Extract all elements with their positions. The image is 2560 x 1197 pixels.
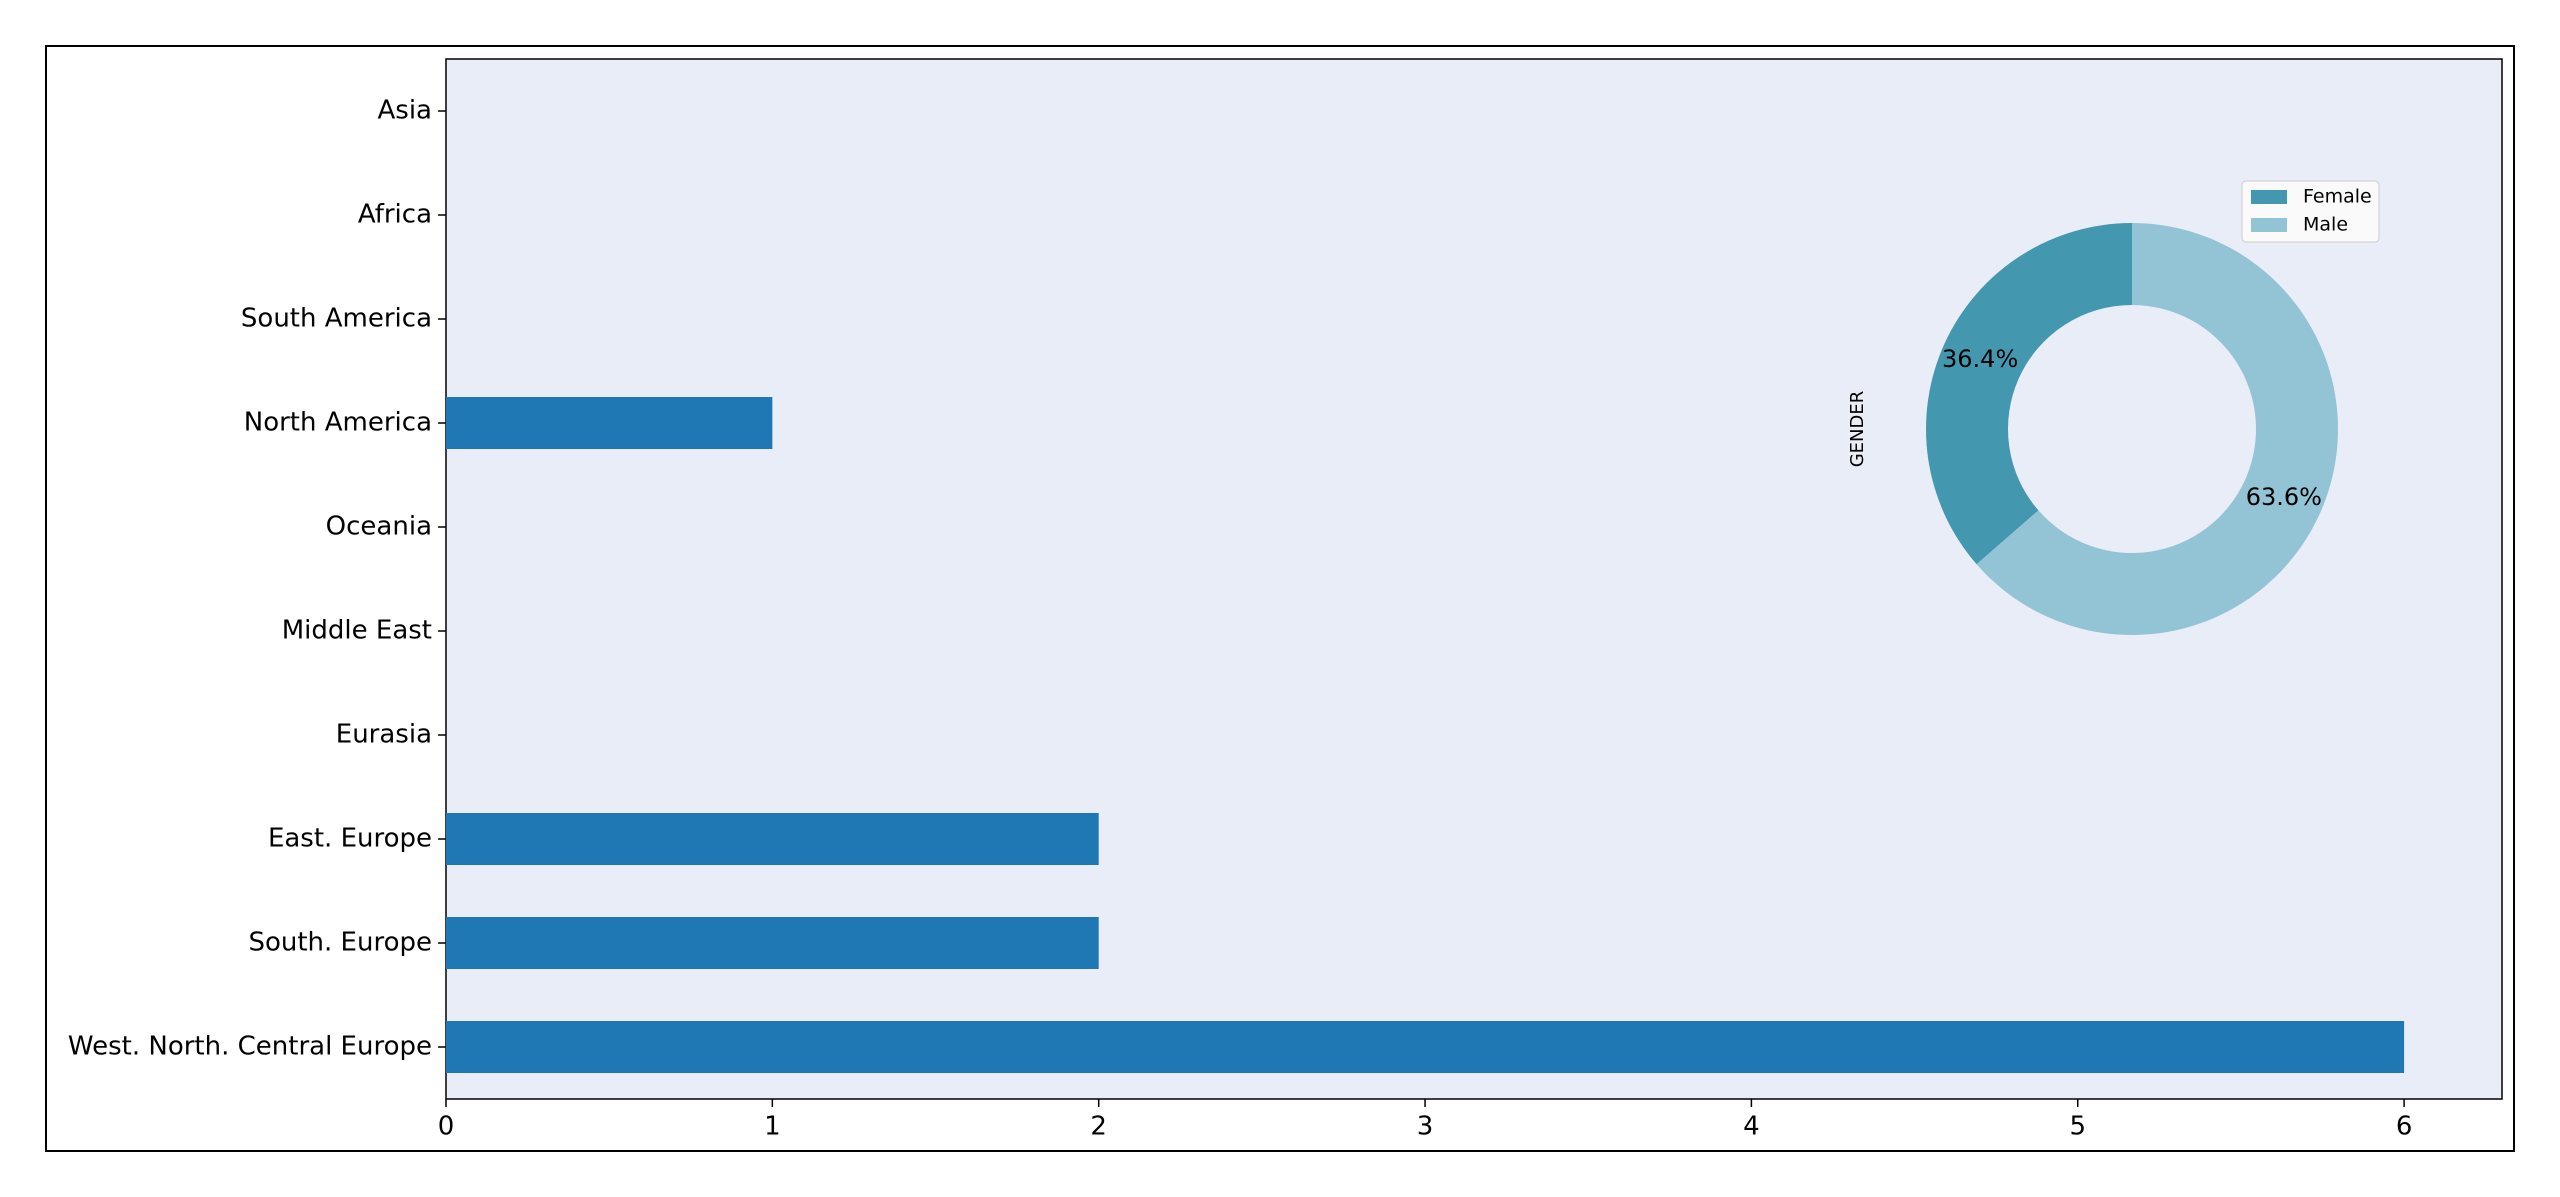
legend-swatch bbox=[2251, 190, 2287, 204]
bar bbox=[446, 917, 1099, 969]
y-tick-label: Eurasia bbox=[336, 720, 432, 750]
pie-label: 63.6% bbox=[2246, 483, 2322, 511]
y-tick-label: South. Europe bbox=[248, 928, 432, 958]
pie-label: 36.4% bbox=[1942, 345, 2018, 373]
bar bbox=[446, 1021, 2405, 1073]
x-tick-label: 2 bbox=[1090, 1112, 1107, 1142]
y-tick-label: Africa bbox=[358, 200, 432, 230]
x-tick-label: 1 bbox=[764, 1112, 781, 1142]
y-tick-label: Middle East bbox=[282, 616, 432, 646]
x-tick-label: 0 bbox=[438, 1112, 455, 1142]
x-tick-label: 3 bbox=[1417, 1112, 1434, 1142]
legend-label: Female bbox=[2303, 186, 2372, 208]
pie-ylabel: GENDER bbox=[1847, 391, 1868, 468]
bar bbox=[446, 813, 1099, 865]
y-tick-label: South America bbox=[241, 304, 432, 334]
y-tick-label: West. North. Central Europe bbox=[68, 1032, 432, 1062]
legend-label: Male bbox=[2303, 214, 2348, 236]
x-tick-label: 5 bbox=[2069, 1112, 2086, 1142]
pie-slice bbox=[1926, 223, 2132, 565]
legend-swatch bbox=[2251, 218, 2287, 232]
x-tick-label: 4 bbox=[1743, 1112, 1760, 1142]
y-tick-label: North America bbox=[244, 408, 432, 438]
y-tick-label: East. Europe bbox=[268, 824, 432, 854]
pie-slice bbox=[1976, 223, 2339, 635]
y-tick-label: Asia bbox=[378, 96, 433, 126]
x-tick-label: 6 bbox=[2396, 1112, 2413, 1142]
y-tick-label: Oceania bbox=[326, 512, 432, 542]
bar bbox=[446, 397, 773, 449]
